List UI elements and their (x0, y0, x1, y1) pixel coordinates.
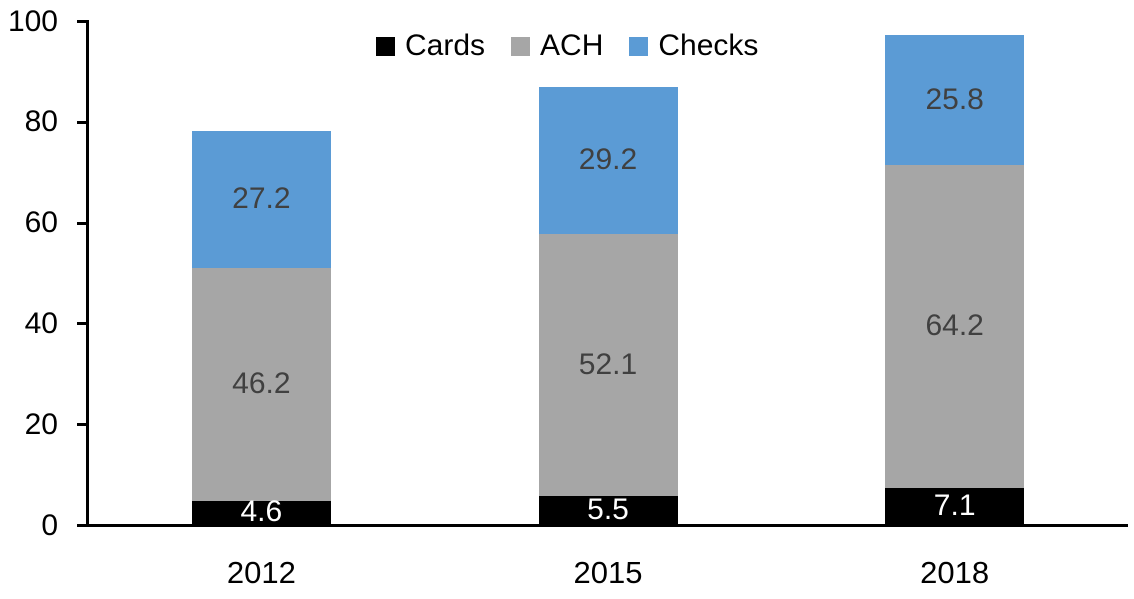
segment-checks-2012: 27.2 (191, 130, 331, 268)
bar-2018: 7.1 64.2 25.8 (885, 34, 1025, 524)
data-label-cards-2012: 4.6 (240, 495, 283, 529)
legend-label: ACH (540, 29, 604, 62)
legend-item-cards: Cards (376, 31, 485, 61)
legend-swatch-icon (629, 36, 649, 56)
bar-2012: 4.6 46.2 27.2 (191, 130, 331, 528)
segment-checks-2018: 25.8 (885, 34, 1025, 165)
segment-cards-2012: 4.6 (191, 495, 331, 528)
legend-label: Cards (405, 29, 486, 62)
x-tick-label-2012: 2012 (226, 555, 296, 590)
segment-ach-2015: 52.1 (538, 233, 678, 497)
x-tick-label-2015: 2015 (573, 555, 643, 590)
legend-item-checks: Checks (629, 31, 758, 61)
bar-2015: 5.5 52.1 29.2 (538, 86, 678, 527)
y-tick-mark (77, 423, 86, 427)
y-tick-mark (77, 120, 86, 124)
y-tick-label-80: 80 (24, 105, 58, 139)
legend-swatch-icon (376, 36, 395, 56)
y-tick-mark (77, 221, 86, 225)
segment-checks-2015: 29.2 (538, 86, 678, 234)
legend-item-ach: ACH (511, 31, 603, 61)
y-tick-label-20: 20 (24, 407, 58, 441)
data-label-ach-2012: 46.2 (232, 367, 291, 401)
data-label-checks-2018: 25.8 (925, 82, 984, 116)
data-label-cards-2015: 5.5 (587, 493, 629, 527)
y-tick-mark (77, 524, 86, 527)
legend: Cards ACH Checks (376, 31, 758, 61)
data-label-cards-2018: 7.1 (933, 489, 976, 523)
data-label-checks-2015: 29.2 (578, 143, 638, 177)
data-label-checks-2012: 27.2 (232, 182, 291, 216)
y-axis-line (86, 20, 89, 527)
segment-ach-2012: 46.2 (191, 267, 331, 501)
data-label-ach-2018: 64.2 (925, 309, 984, 343)
y-tick-mark (77, 20, 86, 23)
segment-ach-2018: 64.2 (885, 164, 1025, 489)
y-tick-label-60: 60 (24, 206, 58, 240)
y-tick-label-40: 40 (24, 306, 58, 340)
data-label-ach-2015: 52.1 (578, 347, 638, 381)
x-tick-label-2018: 2018 (920, 555, 990, 590)
x-axis-line (86, 524, 1128, 527)
legend-label: Checks (658, 29, 759, 62)
legend-swatch-icon (511, 36, 531, 56)
y-tick-label-0: 0 (41, 508, 58, 542)
segment-cards-2015: 5.5 (538, 493, 678, 527)
y-tick-label-100: 100 (7, 4, 58, 38)
y-tick-mark (77, 322, 86, 326)
segment-cards-2018: 7.1 (885, 488, 1025, 524)
